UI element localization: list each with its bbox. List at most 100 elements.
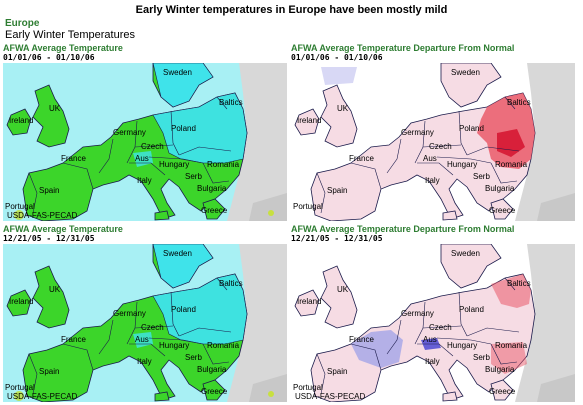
region-label: Europe (5, 18, 40, 29)
country-border (386, 138, 402, 174)
country-label: Romania (495, 160, 528, 169)
country-label: Germany (401, 309, 434, 318)
country-border (417, 162, 454, 176)
cold-zone-east (152, 273, 248, 345)
country-label: Serb (473, 353, 490, 362)
map-panel-temperature-jan: AFWA Average Temperature 01/01/06 - 01/1… (3, 43, 287, 223)
country-border (422, 144, 462, 148)
country-label: Ireland (297, 297, 321, 306)
country-label: France (61, 154, 86, 163)
land-mainland (310, 273, 536, 402)
country-border (28, 172, 38, 214)
country-label: Portugal (293, 383, 323, 392)
country-label: Baltics (219, 98, 243, 107)
land-britain (32, 84, 70, 148)
land-ireland (6, 108, 32, 136)
outside-land-south (537, 193, 575, 221)
warm-anomaly (491, 342, 527, 374)
cold-zone-east (152, 92, 248, 164)
country-label: UK (337, 104, 349, 113)
land-sicily (442, 391, 458, 402)
cold-zone-scandinavia (152, 63, 214, 108)
country-label: Greece (489, 206, 516, 215)
cold-anomaly (321, 67, 357, 85)
country-border (62, 162, 94, 190)
map-panel-temperature-dec: AFWA Average Temperature 12/21/05 - 12/3… (3, 224, 287, 404)
country-label: Romania (207, 160, 240, 169)
country-label: Aus (135, 335, 149, 344)
country-label: Spain (327, 186, 347, 195)
country-border (216, 277, 228, 291)
country-border (490, 162, 518, 184)
country-border (316, 172, 326, 214)
land-sicily (442, 210, 458, 221)
country-label: Greece (201, 206, 228, 215)
section-subtitle: Early Winter Temperatures (5, 29, 136, 41)
country-border (316, 353, 326, 395)
country-border (202, 162, 230, 184)
country-border (148, 156, 204, 164)
country-label: Portugal (5, 383, 35, 392)
europe-map: Ireland UK France Spain Portugal Germany Polan… (291, 244, 575, 402)
country-border (170, 291, 180, 337)
warm-patch (268, 210, 274, 216)
country-label: UK (337, 285, 349, 294)
land-britain (320, 265, 358, 329)
land-greece (202, 198, 226, 220)
country-label: Serb (185, 172, 202, 181)
strong-warm-anomaly (497, 129, 525, 157)
country-label: Baltics (507, 279, 531, 288)
country-label: Sweden (163, 249, 192, 258)
country-border (178, 146, 232, 156)
panel-dates: 01/01/06 - 01/10/06 (291, 53, 383, 62)
country-border (350, 162, 382, 190)
country-label: Hungary (447, 341, 477, 350)
country-border (436, 337, 492, 345)
country-label: Germany (401, 128, 434, 137)
land-scandinavia (440, 63, 502, 108)
country-border (466, 146, 520, 156)
outside-land (515, 63, 575, 221)
country-label: Baltics (219, 279, 243, 288)
country-label: Portugal (5, 202, 35, 211)
country-border (216, 96, 228, 110)
country-label: Sweden (451, 249, 480, 258)
country-border (504, 96, 516, 110)
country-border (350, 343, 382, 371)
country-label: Hungary (159, 341, 189, 350)
country-label: Czech (429, 142, 452, 151)
warm-patch (14, 210, 24, 220)
country-label: Germany (113, 128, 146, 137)
country-border (134, 325, 174, 329)
country-label: Spain (39, 367, 59, 376)
country-border (458, 110, 468, 156)
country-border (129, 343, 166, 357)
map-panel-departure-jan: AFWA Average Temperature Departure From … (291, 43, 575, 223)
country-label: Poland (171, 124, 196, 133)
warm-patch (14, 391, 24, 401)
panel-dates: 01/01/06 - 01/10/06 (3, 53, 95, 62)
country-label: Poland (459, 305, 484, 314)
panel-title: AFWA Average Temperature (3, 43, 123, 53)
page-title: Early Winter temperatures in Europe have… (135, 4, 448, 16)
outside-land (227, 244, 287, 402)
land-ireland (294, 289, 320, 317)
country-label: Hungary (447, 160, 477, 169)
country-border (148, 337, 204, 345)
country-border (490, 343, 518, 365)
country-label: Germany (113, 309, 146, 318)
panel-title: AFWA Average Temperature Departure From … (291, 43, 515, 53)
land-greece (202, 379, 226, 401)
country-border (417, 343, 454, 357)
land-sicily (154, 391, 170, 402)
country-label: Aus (135, 154, 149, 163)
country-label: France (349, 335, 374, 344)
country-label: Poland (459, 124, 484, 133)
country-label: Greece (201, 387, 228, 396)
country-border (466, 327, 520, 337)
country-label: Portugal (293, 202, 323, 211)
country-label: Romania (495, 341, 528, 350)
country-label: Greece (489, 387, 516, 396)
country-label: Aus (423, 335, 437, 344)
country-label: Italy (425, 357, 440, 366)
